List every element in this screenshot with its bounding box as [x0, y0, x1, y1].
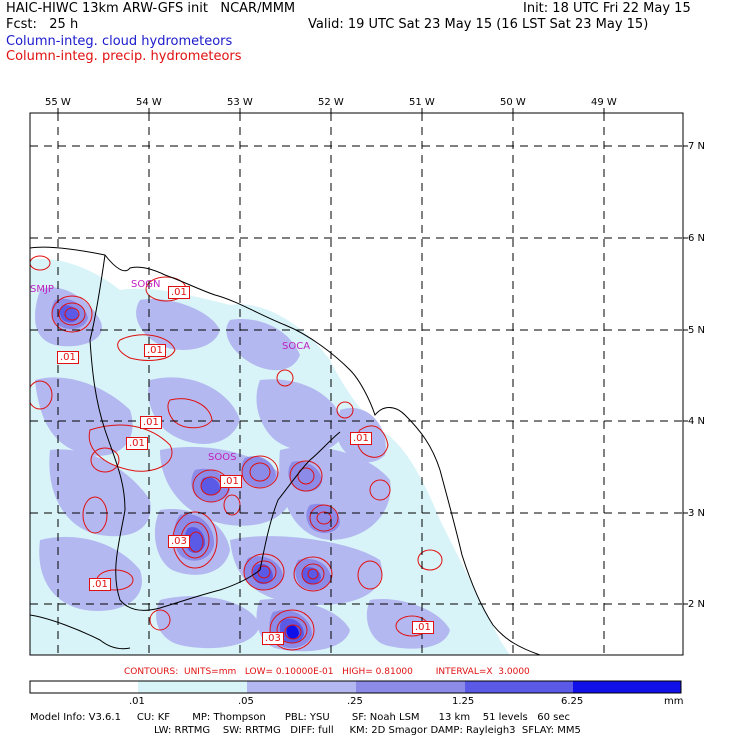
- precip-legend-label: Column-integ. precip. hydrometeors: [6, 49, 242, 64]
- map-frame: [29, 112, 684, 656]
- station-sogn: SOGN: [131, 279, 161, 290]
- colorbar-tick-label: 6.25: [561, 696, 584, 707]
- contour-label: .03: [262, 632, 284, 645]
- forecast-hour: Fcst: 25 h: [6, 17, 79, 32]
- colorbar-bin-3: [356, 681, 465, 693]
- precip-contours: [30, 255, 443, 651]
- lat-label-4n: 4 N: [688, 416, 706, 427]
- init-time: Init: 18 UTC Fri 22 May 15: [523, 1, 691, 16]
- colorbar-unit: mm: [664, 696, 684, 707]
- colorbar-frame: [29, 680, 682, 694]
- colorbar-bin-0: [30, 681, 138, 693]
- model-info-line2: LW: RRTMG SW: RRTMG DIFF: full KM: 2D Sm…: [154, 725, 581, 736]
- lat-label-6n: 6 N: [688, 233, 706, 244]
- lat-label-7n: 7 N: [688, 141, 706, 152]
- contours-info: CONTOURS: UNITS=mm LOW= 0.10000E-01 HIGH…: [124, 667, 530, 677]
- contour-label: .01: [412, 621, 434, 634]
- station-soca: SOCA: [282, 341, 311, 352]
- valid-time: Valid: 19 UTC Sat 23 May 15 (16 LST Sat …: [308, 17, 649, 32]
- cloud-legend-label: Column-integ. cloud hydrometeors: [6, 34, 233, 49]
- colorbar: [29, 680, 682, 694]
- lat-lon-grid: [30, 113, 683, 655]
- contour-label: .01: [89, 578, 111, 591]
- lon-label-53w: 53 W: [227, 97, 253, 108]
- contour-label: .01: [168, 286, 190, 299]
- lat-label-5n: 5 N: [688, 325, 706, 336]
- lon-label-54w: 54 W: [136, 97, 162, 108]
- model-info-line1: Model Info: V3.6.1 CU: KF MP: Thompson P…: [30, 712, 570, 723]
- colorbar-tick-label: .05: [238, 696, 254, 707]
- lon-label-51w: 51 W: [409, 97, 435, 108]
- coastline: [30, 246, 541, 655]
- lat-label-3n: 3 N: [688, 508, 706, 519]
- lon-label-52w: 52 W: [318, 97, 344, 108]
- chart-title: HAIC-HIWC 13km ARW-GFS init NCAR/MMM: [6, 1, 296, 16]
- contour-label: .01: [350, 432, 372, 445]
- station-smjp: SMJP: [30, 284, 54, 295]
- colorbar-tick-label: .25: [347, 696, 363, 707]
- station-soos: SOOS: [208, 452, 237, 463]
- colorbar-bin-2: [247, 681, 356, 693]
- tick-marks: [57, 108, 688, 605]
- contour-label: .01: [126, 437, 148, 450]
- contour-label: .01: [57, 351, 79, 364]
- contour-label: .01: [140, 416, 162, 429]
- contour-label: .03: [168, 535, 190, 548]
- colorbar-tick-label: .01: [129, 696, 145, 707]
- lon-label-49w: 49 W: [591, 97, 617, 108]
- colorbar-tick-label: 1.25: [452, 696, 475, 707]
- colorbar-bin-4: [465, 681, 573, 693]
- lat-label-2n: 2 N: [688, 599, 706, 610]
- contour-label: .01: [220, 475, 242, 488]
- lon-label-50w: 50 W: [500, 97, 526, 108]
- contour-label: .01: [144, 344, 166, 357]
- colorbar-bin-5: [573, 681, 681, 693]
- colorbar-bin-1: [138, 681, 247, 693]
- lon-label-55w: 55 W: [45, 97, 71, 108]
